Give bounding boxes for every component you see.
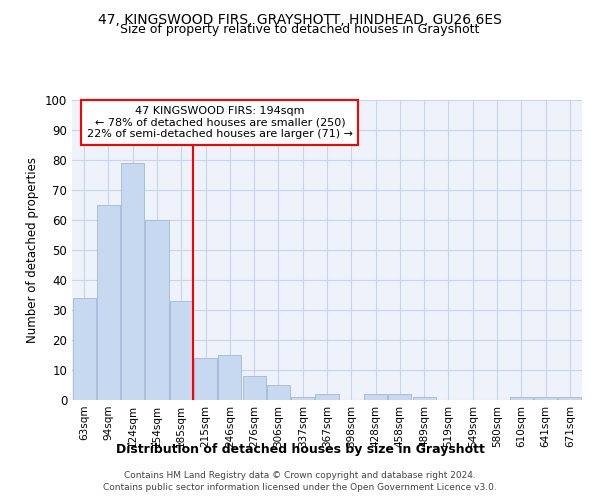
Text: Contains HM Land Registry data © Crown copyright and database right 2024.: Contains HM Land Registry data © Crown c… — [124, 471, 476, 480]
Text: Distribution of detached houses by size in Grayshott: Distribution of detached houses by size … — [116, 442, 484, 456]
Y-axis label: Number of detached properties: Number of detached properties — [26, 157, 40, 343]
Bar — [170, 301, 193, 400]
Bar — [413, 397, 436, 400]
Bar — [534, 397, 557, 400]
Text: Size of property relative to detached houses in Grayshott: Size of property relative to detached ho… — [121, 22, 479, 36]
Bar — [97, 205, 120, 400]
Bar — [145, 220, 169, 400]
Bar — [242, 376, 266, 400]
Text: 47, KINGSWOOD FIRS, GRAYSHOTT, HINDHEAD, GU26 6ES: 47, KINGSWOOD FIRS, GRAYSHOTT, HINDHEAD,… — [98, 12, 502, 26]
Bar — [194, 358, 217, 400]
Bar — [291, 397, 314, 400]
Bar — [388, 394, 412, 400]
Bar — [218, 355, 241, 400]
Bar — [73, 298, 95, 400]
Bar — [267, 385, 290, 400]
Bar — [121, 163, 144, 400]
Bar — [510, 397, 533, 400]
Bar — [316, 394, 338, 400]
Text: 47 KINGSWOOD FIRS: 194sqm
← 78% of detached houses are smaller (250)
22% of semi: 47 KINGSWOOD FIRS: 194sqm ← 78% of detac… — [87, 106, 353, 139]
Bar — [559, 397, 581, 400]
Bar — [364, 394, 387, 400]
Text: Contains public sector information licensed under the Open Government Licence v3: Contains public sector information licen… — [103, 484, 497, 492]
